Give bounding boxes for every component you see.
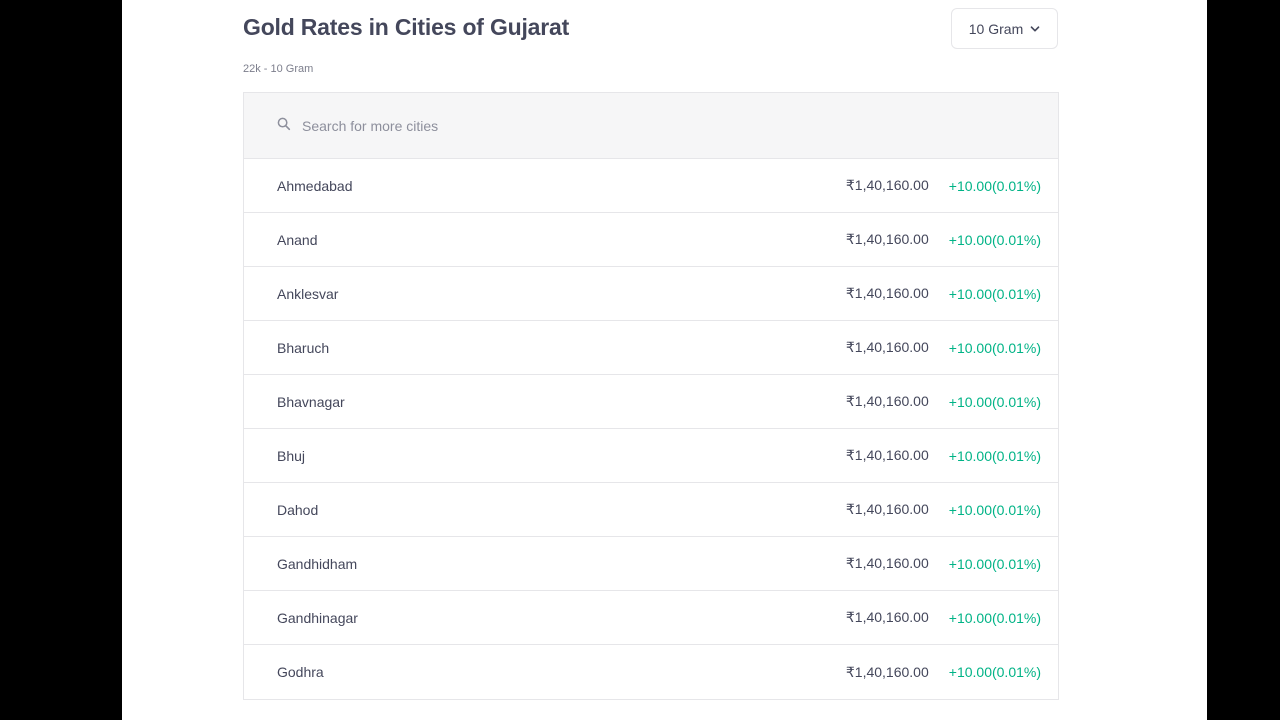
page-content: Gold Rates in Cities of Gujarat 22k - 10… [122, 0, 1207, 720]
city-price: ₹1,40,160.00 [845, 609, 929, 625]
city-name: Bhavnagar [277, 393, 345, 410]
search-icon [277, 117, 291, 130]
search-input[interactable] [302, 117, 802, 134]
city-price: ₹1,40,160.00 [845, 393, 929, 409]
table-row[interactable]: Gandhidham ₹1,40,160.00 +10.00(0.01%) [244, 537, 1058, 591]
city-price: ₹1,40,160.00 [845, 231, 929, 247]
table-row[interactable]: Ahmedabad ₹1,40,160.00 +10.00(0.01%) [244, 159, 1058, 213]
table-row[interactable]: Anand ₹1,40,160.00 +10.00(0.01%) [244, 213, 1058, 267]
city-name: Bhuj [277, 447, 306, 464]
city-rates-table: Ahmedabad ₹1,40,160.00 +10.00(0.01%) Ana… [243, 92, 1059, 700]
city-price: ₹1,40,160.00 [845, 339, 929, 355]
search-bar [244, 93, 1058, 159]
price-change: +10.00(0.01%) [948, 609, 1041, 626]
page-title: Gold Rates in Cities of Gujarat [243, 14, 570, 40]
table-row[interactable]: Bhavnagar ₹1,40,160.00 +10.00(0.01%) [244, 375, 1058, 429]
city-price: ₹1,40,160.00 [845, 501, 929, 517]
table-row[interactable]: Dahod ₹1,40,160.00 +10.00(0.01%) [244, 483, 1058, 537]
city-price: ₹1,40,160.00 [845, 285, 929, 301]
city-name: Ahmedabad [277, 177, 353, 194]
page-subtitle: 22k - 10 Gram [243, 63, 314, 75]
table-row[interactable]: Bhuj ₹1,40,160.00 +10.00(0.01%) [244, 429, 1058, 483]
table-row[interactable]: Godhra ₹1,40,160.00 +10.00(0.01%) [244, 645, 1058, 699]
city-name: Anklesvar [277, 285, 339, 302]
price-change: +10.00(0.01%) [948, 285, 1041, 302]
city-name: Dahod [277, 501, 319, 518]
price-change: +10.00(0.01%) [948, 447, 1041, 464]
city-price: ₹1,40,160.00 [845, 177, 929, 193]
unit-dropdown[interactable]: 10 Gram [951, 8, 1058, 49]
city-name: Gandhidham [277, 555, 358, 572]
city-name: Anand [277, 231, 318, 248]
table-row[interactable]: Anklesvar ₹1,40,160.00 +10.00(0.01%) [244, 267, 1058, 321]
price-change: +10.00(0.01%) [948, 231, 1041, 248]
city-name: Gandhinagar [277, 609, 358, 626]
price-change: +10.00(0.01%) [948, 555, 1041, 572]
city-name: Bharuch [277, 339, 330, 356]
price-change: +10.00(0.01%) [948, 393, 1041, 410]
price-change: +10.00(0.01%) [948, 664, 1041, 680]
city-price: ₹1,40,160.00 [845, 663, 929, 680]
price-change: +10.00(0.01%) [948, 339, 1041, 356]
city-price: ₹1,40,160.00 [845, 555, 929, 571]
price-change: +10.00(0.01%) [948, 177, 1041, 194]
city-price: ₹1,40,160.00 [845, 447, 929, 463]
table-row[interactable]: Bharuch ₹1,40,160.00 +10.00(0.01%) [244, 321, 1058, 375]
price-change: +10.00(0.01%) [948, 501, 1041, 518]
chevron-down-icon [1030, 25, 1040, 32]
city-name: Godhra [277, 664, 324, 680]
unit-dropdown-label: 10 Gram [968, 20, 1024, 37]
table-row[interactable]: Gandhinagar ₹1,40,160.00 +10.00(0.01%) [244, 591, 1058, 645]
